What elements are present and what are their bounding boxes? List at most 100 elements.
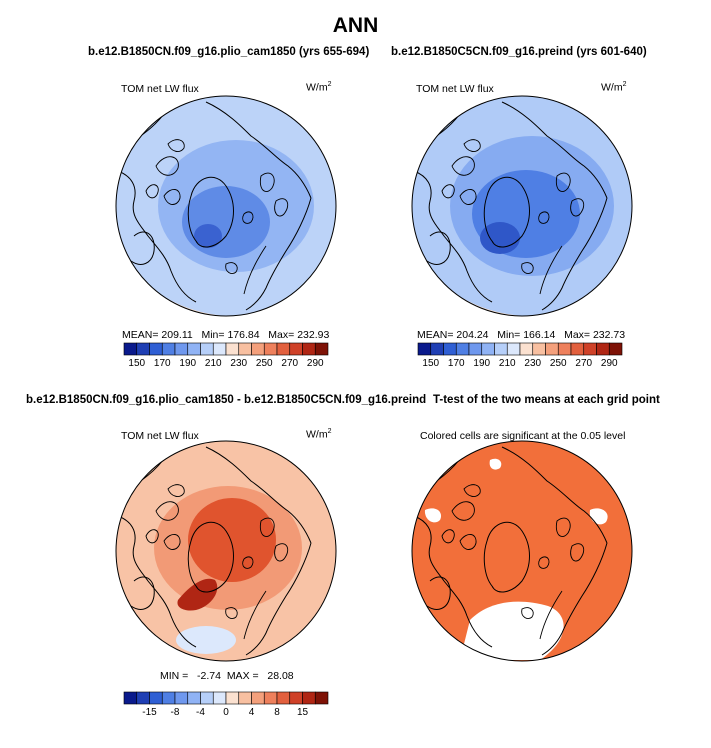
nonsignificant-region xyxy=(460,601,564,660)
colorbar-top-right: 150 170 190 210 230 250 270 290 xyxy=(417,342,623,369)
colorbar-tick-label: 190 xyxy=(179,358,196,369)
colorbar-swatch xyxy=(557,342,572,356)
colorbar-swatch xyxy=(506,342,521,356)
colorbar-swatch xyxy=(212,691,227,705)
colorbar-swatch xyxy=(583,342,597,356)
colorbar-swatch xyxy=(161,342,176,356)
flux-region-deep xyxy=(480,222,520,254)
units-text: W/m xyxy=(601,81,623,94)
colorbar-top-left: 150 170 190 210 230 250 270 290 xyxy=(123,342,329,369)
colorbar-swatch xyxy=(302,342,316,356)
colorbar-tick-label: 270 xyxy=(575,358,592,369)
colorbar-tick-label: -15 xyxy=(142,707,157,718)
colorbar-swatch xyxy=(187,342,201,356)
colorbar-swatch xyxy=(494,342,508,356)
colorbar-tick-label: 150 xyxy=(422,358,439,369)
panel-title-bottom-right: T-test of the two means at each grid poi… xyxy=(433,394,660,406)
variable-label-top-left: TOM net LW flux xyxy=(121,83,199,95)
colorbar-swatch xyxy=(251,342,265,356)
colorbar-tick-label: 230 xyxy=(524,358,541,369)
colorbar-swatch xyxy=(123,342,138,356)
colorbar-swatch xyxy=(174,691,189,705)
colorbar-swatch xyxy=(225,342,240,356)
ttest-subtitle: Colored cells are significant at the 0.0… xyxy=(420,430,626,442)
units-label-bottom-left: W/m2 xyxy=(306,428,331,441)
units-superscript: 2 xyxy=(327,81,332,88)
panel-title-top-right: b.e12.B1850C5CN.f09_g16.preind (yrs 601-… xyxy=(391,46,647,58)
stats-bottom-left: MIN = -2.74 MAX = 28.08 xyxy=(160,670,294,682)
variable-label-top-right: TOM net LW flux xyxy=(416,83,494,95)
diff-region-light xyxy=(176,626,236,654)
units-label-top-right: W/m2 xyxy=(601,81,626,94)
colorbar-swatch xyxy=(225,691,240,705)
colorbar-swatch xyxy=(238,342,252,356)
colorbar-swatch xyxy=(161,691,176,705)
colorbar-tick-label: 210 xyxy=(205,358,222,369)
colorbar-tick-label: 210 xyxy=(499,358,516,369)
colorbar-tick-label: 250 xyxy=(256,358,273,369)
flux-region-core xyxy=(182,186,270,258)
colorbar-tick-label: 8 xyxy=(274,707,280,718)
colorbar-swatch xyxy=(481,342,495,356)
nonsignificant-region xyxy=(489,458,502,470)
colorbar-swatch xyxy=(532,342,546,356)
colorbar-swatch xyxy=(276,342,291,356)
variable-label-bottom-left: TOM net LW flux xyxy=(121,430,199,442)
colorbar-swatch xyxy=(314,691,329,705)
colorbar-swatch xyxy=(136,342,150,356)
map-top-right xyxy=(412,96,632,316)
colorbar-swatch xyxy=(443,342,457,356)
colorbar-swatch xyxy=(417,342,432,356)
map-boundary xyxy=(115,95,337,317)
colorbar-swatch xyxy=(314,342,329,356)
colorbar-tick-label: 170 xyxy=(154,358,171,369)
colorbar-tick-label: 15 xyxy=(297,707,309,718)
colorbar-tick-label: 250 xyxy=(550,358,567,369)
colorbar-swatch xyxy=(251,691,265,705)
units-superscript: 2 xyxy=(622,81,627,88)
colorbar-tick-label: 4 xyxy=(249,707,255,718)
units-superscript: 2 xyxy=(327,428,332,435)
stats-top-left: MEAN= 209.11 Min= 176.84 Max= 232.93 xyxy=(122,329,330,341)
flux-region-deep xyxy=(194,224,222,248)
colorbar-swatch xyxy=(519,342,534,356)
colorbar-swatch xyxy=(123,691,138,705)
map-bottom-right xyxy=(412,441,632,661)
colorbar-swatch xyxy=(238,691,252,705)
colorbar-tick-label: 290 xyxy=(307,358,324,369)
colorbar-tick-label: 290 xyxy=(601,358,618,369)
map-bottom-left xyxy=(116,441,336,661)
colorbar-tick-label: 230 xyxy=(230,358,247,369)
colorbar-swatch xyxy=(289,342,303,356)
colorbar-swatch xyxy=(212,342,227,356)
colorbar-swatch xyxy=(468,342,483,356)
map-boundary xyxy=(115,440,337,662)
colorbar-swatch xyxy=(289,691,303,705)
colorbar-swatch xyxy=(430,342,444,356)
colorbar-swatch xyxy=(136,691,150,705)
panel-title-top-left: b.e12.B1850CN.f09_g16.plio_cam1850 (yrs … xyxy=(88,46,370,58)
colorbar-swatch xyxy=(455,342,470,356)
colorbar-tick-label: 170 xyxy=(448,358,465,369)
nonsignificant-region xyxy=(424,508,442,523)
colorbar-swatch xyxy=(302,691,316,705)
map-boundary xyxy=(411,95,633,317)
nonsignificant-region xyxy=(589,508,608,525)
map-top-left xyxy=(116,96,336,316)
colorbar-swatch xyxy=(545,342,559,356)
colorbar-swatch xyxy=(263,342,278,356)
colorbar-tick-label: 270 xyxy=(281,358,298,369)
panel-title-bottom-left: b.e12.B1850CN.f09_g16.plio_cam1850 - b.e… xyxy=(26,394,427,406)
colorbar-swatch xyxy=(596,342,610,356)
colorbar-tick-label: 190 xyxy=(473,358,490,369)
colorbar-swatch xyxy=(570,342,585,356)
colorbar-swatch xyxy=(149,342,163,356)
diff-region-deep xyxy=(177,578,218,611)
units-text: W/m xyxy=(306,428,328,441)
colorbar-swatch xyxy=(200,691,214,705)
colorbar-swatch xyxy=(276,691,291,705)
diff-region-core xyxy=(188,498,276,582)
map-boundary xyxy=(411,440,633,662)
colorbar-tick-label: -8 xyxy=(171,707,180,718)
colorbar-swatch xyxy=(187,691,201,705)
